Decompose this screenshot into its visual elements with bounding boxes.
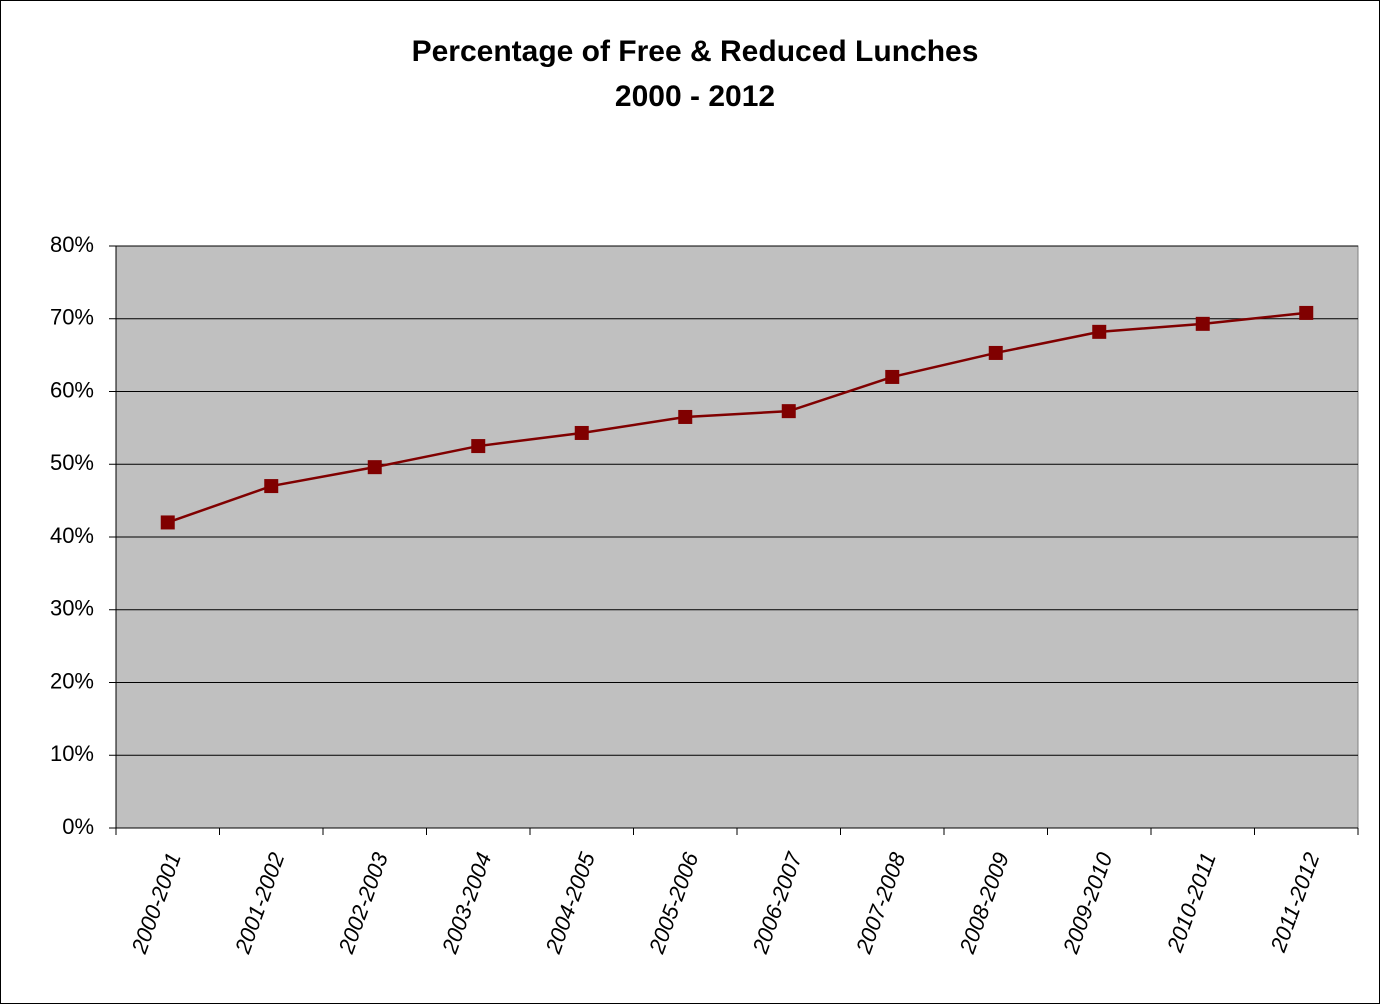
y-tick-label: 10%	[50, 741, 94, 766]
y-tick-label: 50%	[50, 450, 94, 475]
data-point	[1195, 316, 1210, 331]
y-tick-label: 80%	[50, 232, 94, 257]
series-line	[167, 311, 1307, 524]
chart-title: Percentage of Free & Reduced Lunches	[412, 35, 979, 68]
data-point	[264, 479, 279, 494]
data-point	[885, 369, 900, 384]
y-tick-label: 0%	[62, 814, 94, 839]
y-tick-label: 20%	[50, 668, 94, 693]
y-tick-label: 60%	[50, 377, 94, 402]
data-point	[988, 345, 1003, 360]
data-point	[781, 404, 796, 419]
y-tick-label: 30%	[50, 596, 94, 621]
data-point	[160, 515, 175, 530]
data-point	[471, 439, 486, 454]
data-point	[574, 425, 589, 440]
y-tick-label: 70%	[50, 305, 94, 330]
data-point	[678, 409, 693, 424]
data-point	[1092, 324, 1107, 339]
data-point	[367, 460, 382, 475]
data-point	[1299, 305, 1314, 320]
y-tick-label: 40%	[50, 523, 94, 548]
chart-subtitle: 2000 - 2012	[615, 80, 775, 113]
